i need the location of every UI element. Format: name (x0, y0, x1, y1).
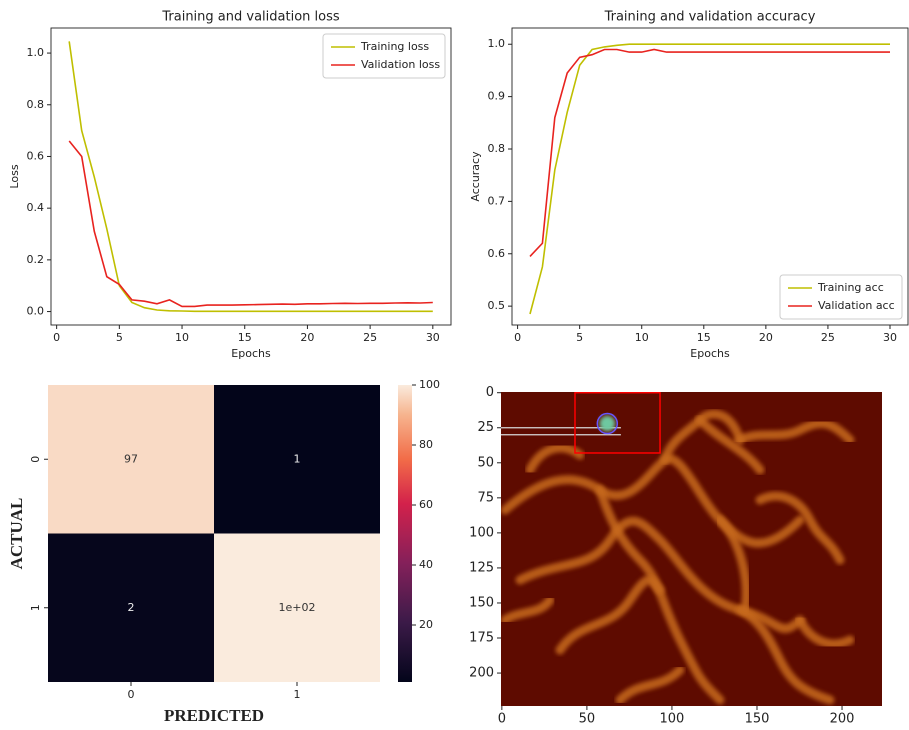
legend-label: Validation acc (818, 299, 895, 312)
x-tick-label: 20 (759, 331, 773, 344)
image-structure (755, 491, 845, 565)
colorbar-tick-label: 40 (419, 558, 433, 571)
x-axis-label: PREDICTED (164, 706, 264, 725)
y-tick-label: 0.6 (27, 149, 45, 162)
image (501, 392, 882, 706)
y-tick-label: 50 (477, 455, 494, 470)
image-structure (599, 415, 616, 432)
x-tick-label: 30 (883, 331, 897, 344)
y-tick-label: 150 (469, 595, 494, 610)
colorbar-tick-label: 80 (419, 438, 433, 451)
image-structure (615, 665, 685, 705)
x-tick-label: 15 (238, 331, 252, 344)
x-tick-label: 10 (175, 331, 189, 344)
cell-label: 1e+02 (279, 601, 316, 614)
plot-area (529, 43, 890, 315)
colorbar-tick-label: 60 (419, 498, 433, 511)
y-tick-label: 0.2 (27, 253, 45, 266)
y-tick-label: 125 (469, 560, 494, 575)
y-axis-label: Loss (8, 164, 21, 188)
x-tick-label: 15 (697, 331, 711, 344)
detection-box (574, 392, 661, 454)
y-tick-label: 0.9 (488, 90, 506, 103)
x-tick-label: 200 (830, 712, 855, 727)
image-structure (515, 516, 805, 634)
y-tick-label: 175 (469, 631, 494, 646)
y-tick-label: 100 (469, 525, 494, 540)
y-tick-label: 0.8 (27, 98, 45, 111)
y-axis-label: ACTUAL (7, 498, 26, 570)
colorbar (398, 385, 412, 682)
image-structure (795, 615, 855, 649)
heatmap-cell (214, 385, 380, 534)
y-tick-label: 75 (477, 490, 494, 505)
x-tick-label: 1 (294, 688, 301, 701)
y-tick-label: 25 (477, 420, 494, 435)
y-tick-label: 0.0 (27, 305, 45, 318)
x-tick-label: 25 (363, 331, 377, 344)
series-line (529, 48, 890, 257)
y-tick-label: 200 (469, 666, 494, 681)
image-structure (596, 412, 619, 435)
series-line (68, 41, 433, 313)
x-tick-label: 0 (514, 331, 521, 344)
y-tick-label: 0.8 (488, 142, 506, 155)
legend-label: Validation loss (361, 58, 440, 71)
x-tick-label: 10 (635, 331, 649, 344)
image-structure (501, 595, 555, 625)
x-axis-label: Epochs (690, 347, 730, 360)
image-structure (695, 415, 765, 475)
x-axis-label: Epochs (231, 347, 271, 360)
x-tick-label: 0 (128, 688, 135, 701)
cell-label: 1 (294, 452, 301, 465)
y-tick-label: 1.0 (488, 37, 506, 50)
x-tick-label: 20 (300, 331, 314, 344)
legend-box (779, 274, 903, 320)
x-tick-label: 0 (53, 331, 60, 344)
x-tick-label: 5 (576, 331, 583, 344)
chart-title: Training and validation accuracy (604, 10, 816, 25)
y-tick-label: 0.6 (488, 247, 506, 260)
y-tick-label: 0.7 (488, 194, 506, 207)
y-tick-label: 0.4 (27, 201, 45, 214)
cell-label: 2 (128, 601, 135, 614)
y-tick-label: 0 (486, 385, 494, 400)
colorbar-tick-label: 20 (419, 618, 433, 631)
axes-frame (511, 27, 909, 326)
x-tick-label: 0 (498, 712, 506, 727)
y-tick-label: 0 (29, 456, 42, 463)
x-tick-label: 5 (116, 331, 123, 344)
cell-label: 97 (124, 452, 138, 465)
y-axis-label: Accuracy (469, 151, 482, 202)
legend-box (322, 33, 446, 79)
y-tick-label: 0.5 (488, 299, 506, 312)
heatmap-cell (48, 533, 214, 682)
series-line (529, 43, 890, 315)
image-structure (735, 419, 855, 445)
chart-title: Training and validation loss (161, 10, 339, 25)
image-structure (735, 605, 835, 705)
x-tick-label: 100 (660, 712, 685, 727)
heatmap-cell (48, 385, 214, 534)
legend-label: Training acc (817, 281, 884, 294)
image-structure (555, 575, 665, 655)
colorbar-tick-label: 100 (419, 378, 440, 391)
x-tick-label: 150 (745, 712, 770, 727)
y-tick-label: 1 (29, 604, 42, 611)
plot-area (68, 41, 433, 313)
image-structure (715, 515, 751, 615)
heatmap-cell (214, 533, 380, 682)
x-tick-label: 50 (579, 712, 596, 727)
legend-label: Training loss (360, 40, 429, 53)
series-line (68, 140, 433, 308)
axes-frame (50, 27, 452, 326)
y-tick-label: 1.0 (27, 46, 45, 59)
x-tick-label: 25 (821, 331, 835, 344)
x-tick-label: 30 (426, 331, 440, 344)
